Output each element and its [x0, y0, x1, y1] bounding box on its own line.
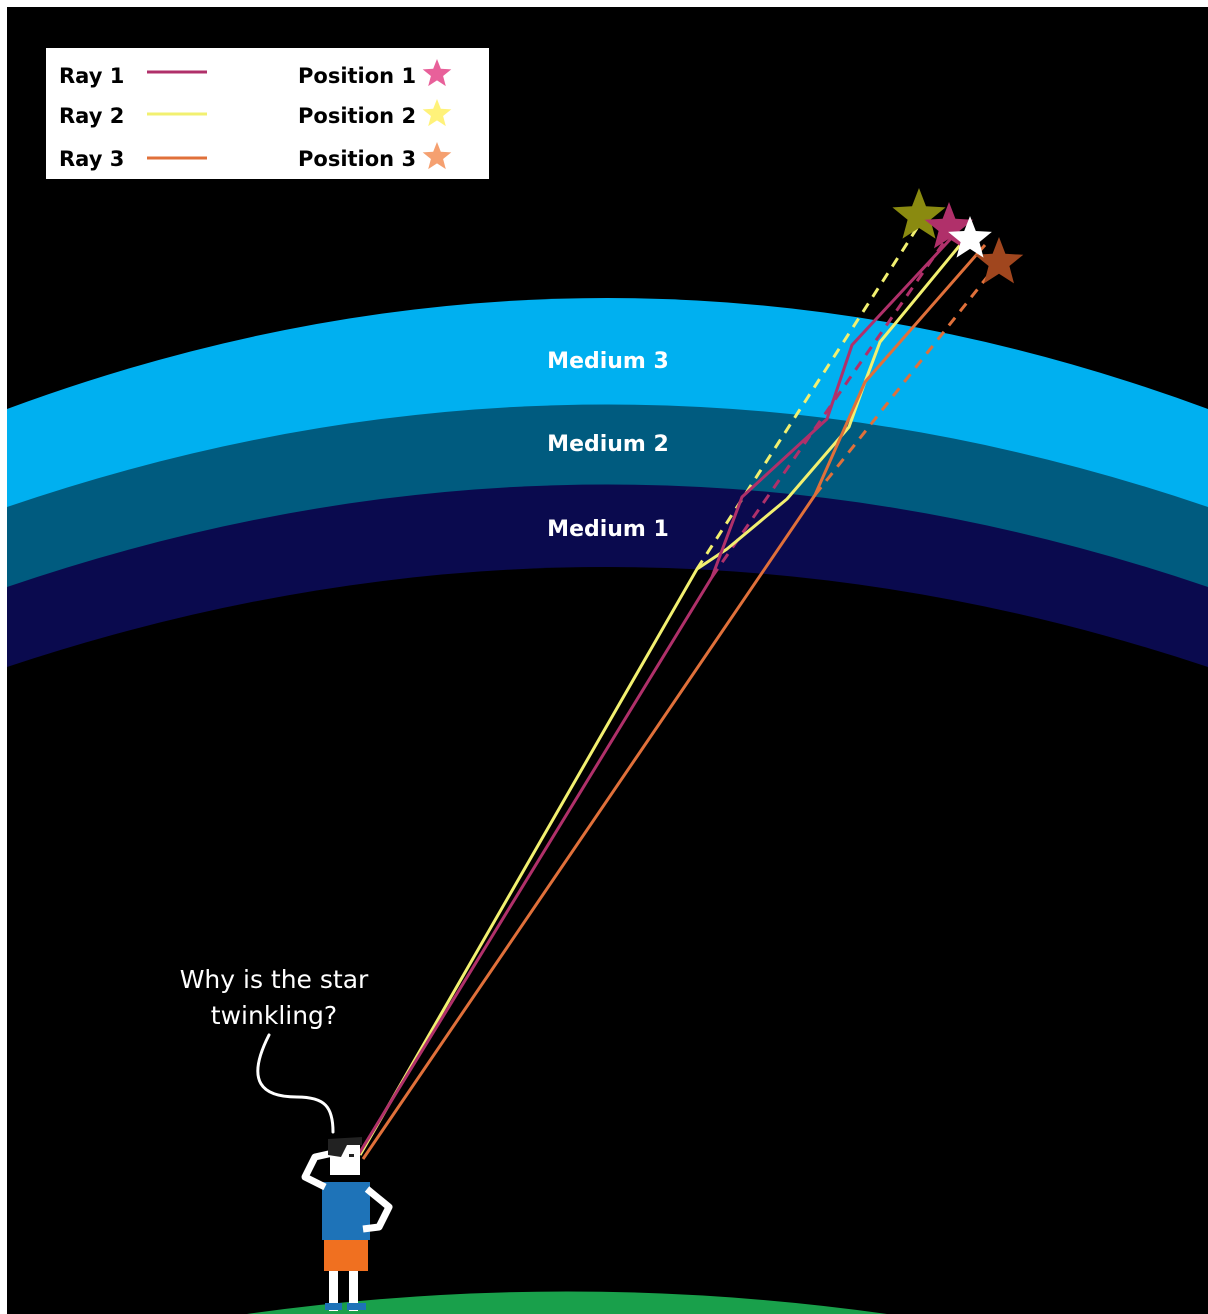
medium-2-label: Medium 2 [547, 432, 669, 457]
legend-box [46, 48, 489, 179]
person-left-shoe [325, 1303, 342, 1310]
star-position-1-icon [924, 202, 974, 249]
person-observer [301, 1137, 393, 1311]
speech-line-1: Why is the star [180, 965, 369, 994]
ground [247, 1291, 887, 1314]
person-right-shoe [347, 1303, 366, 1310]
person-right-arm [362, 1186, 393, 1233]
true-star-icon [948, 216, 992, 258]
legend-position-2-star-icon [422, 99, 452, 127]
legend-ray-2-label: Ray 2 [59, 104, 124, 128]
person-right-leg [349, 1269, 358, 1311]
medium-3-label: Medium 3 [547, 349, 669, 374]
person-left-arm [301, 1149, 334, 1191]
legend-ray-3-label: Ray 3 [59, 147, 124, 171]
speech-tail [256, 1033, 335, 1134]
person-left-leg [329, 1269, 338, 1311]
apparent-ray-lines [695, 224, 1001, 578]
star-position-2-icon [892, 188, 946, 239]
star-position-3-icon [974, 237, 1024, 284]
person-eye [349, 1154, 354, 1157]
apparent-line-ray-1 [710, 234, 951, 578]
legend-position-1-star-icon [422, 59, 452, 87]
legend-position-3-star-icon [422, 142, 452, 170]
person-hair [328, 1137, 362, 1157]
person-shirt [322, 1182, 370, 1240]
legend-position-3-label: Position 3 [298, 147, 416, 171]
space-below-atmosphere [7, 567, 1208, 1314]
speech-line-2: twinkling? [211, 1001, 337, 1030]
person-shorts [324, 1237, 368, 1271]
twinkling-star-diagram: Medium 3 Medium 2 Medium 1 Why is the st… [7, 48, 1208, 1314]
ray-2-path [358, 238, 967, 1156]
medium-1-label: Medium 1 [547, 517, 669, 542]
ray-1-path [355, 230, 959, 1158]
legend: Ray 1 Ray 2 Ray 3 Position 1 Position 2 … [46, 48, 489, 179]
diagram-canvas: Medium 3 Medium 2 Medium 1 Why is the st… [7, 7, 1208, 1314]
apparent-line-ray-3 [813, 261, 1001, 496]
legend-ray-1-label: Ray 1 [59, 64, 124, 88]
ray-3-path [361, 244, 987, 1160]
legend-position-1-label: Position 1 [298, 64, 416, 88]
apparent-line-ray-2 [695, 224, 921, 570]
stars [892, 188, 1024, 284]
refracted-rays [355, 230, 987, 1160]
legend-position-2-label: Position 2 [298, 104, 416, 128]
